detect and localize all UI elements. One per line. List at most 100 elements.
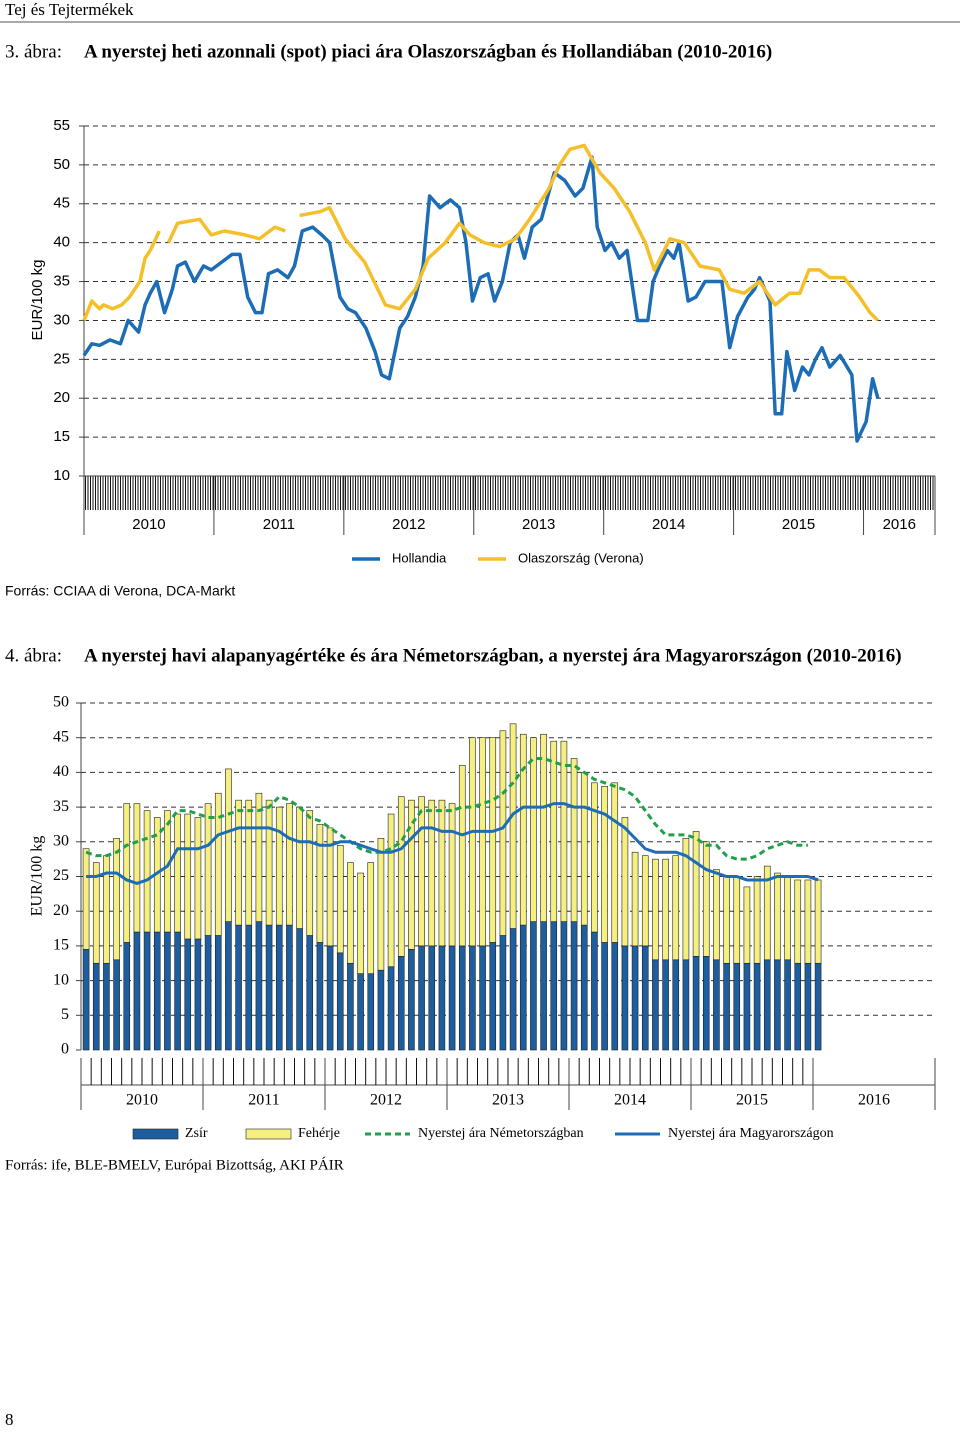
bar-segment (601, 942, 608, 1051)
y-tick-label: 55 (53, 117, 70, 134)
bar-segment (164, 810, 171, 933)
bar-segment (357, 872, 364, 974)
bar-segment (499, 730, 507, 936)
bar-segment (540, 733, 547, 922)
bar-segment (692, 831, 700, 957)
bar-segment (275, 924, 283, 1051)
bar-segment (397, 796, 405, 957)
bar-segment (723, 876, 730, 964)
bar-segment (804, 962, 812, 1051)
bar-segment (540, 921, 547, 1051)
y-tick-label: 30 (53, 832, 69, 849)
figure-label: 4. ábra: (5, 645, 62, 666)
bar-segment (570, 758, 578, 922)
y-tick-label: 20 (53, 389, 70, 406)
bar-segment (296, 806, 303, 929)
price-line (85, 757, 808, 861)
y-tick-label: 30 (53, 311, 70, 328)
bar-segment (336, 952, 344, 1051)
figure-label: 3. ábra: (5, 41, 62, 62)
bar-segment (672, 959, 680, 1051)
y-tick-label: 10 (53, 467, 70, 484)
y-tick-label: 35 (53, 273, 70, 290)
bar-segment (652, 959, 659, 1051)
bar-segment (743, 962, 751, 1051)
legend-swatch (132, 1128, 179, 1140)
bar-segment (194, 938, 202, 1051)
x-tick-label: 2013 (522, 516, 555, 533)
bar-segment (814, 962, 822, 1051)
bar-segment (570, 921, 578, 1051)
bar-segment (448, 945, 456, 1051)
bar-segment (265, 799, 273, 926)
bar-segment (367, 862, 375, 974)
y-tick-label: 0 (61, 1041, 69, 1058)
bar-segment (723, 962, 730, 1051)
legend-swatch (245, 1128, 292, 1140)
x-tick-label: 2015 (782, 516, 815, 533)
bar-segment (580, 924, 588, 1051)
bar-segment (763, 959, 771, 1051)
legend-label: Nyerstej ára Németországban (418, 1126, 584, 1141)
x-tick-label: 2012 (370, 1092, 402, 1109)
bar-segment (316, 942, 324, 1051)
bar-segment (326, 827, 334, 947)
bar-segment (530, 921, 537, 1051)
bar-segment (428, 799, 436, 947)
x-tick-label: 2014 (614, 1092, 646, 1109)
y-tick-label: 25 (53, 867, 69, 884)
bar-segment (316, 824, 324, 943)
legend-label: Nyerstej ára Magyarországon (668, 1126, 834, 1141)
bar-segment (174, 813, 181, 933)
bar-segment (438, 945, 446, 1051)
bar-segment (377, 838, 385, 971)
bar-segment (804, 879, 812, 964)
bar-segment (580, 772, 588, 926)
y-tick-label: 40 (53, 763, 69, 780)
bar-segment (621, 817, 629, 947)
bar-segment (448, 803, 456, 947)
bar-segment (591, 931, 598, 1051)
header-title: Tej és Tejtermékek (5, 0, 134, 19)
bar-segment (92, 862, 100, 964)
bar-segment (357, 973, 364, 1051)
bar-segment (702, 956, 710, 1051)
x-tick-label: 2011 (263, 516, 295, 533)
bar-segment (326, 945, 334, 1051)
bar-segment (479, 945, 486, 1051)
price-line (82, 143, 880, 322)
bar-segment (347, 862, 354, 964)
bar-segment (133, 803, 141, 933)
y-tick-label: 15 (53, 937, 69, 954)
bar-segment (784, 959, 791, 1051)
x-tick-label: 2010 (126, 1092, 158, 1109)
bar-segment (682, 838, 690, 961)
bar-segment (601, 785, 608, 943)
bar-segment (164, 931, 171, 1051)
bar-segment (509, 723, 517, 929)
bar-segment (387, 813, 395, 968)
bar-segment (123, 803, 131, 943)
bar-segment (143, 810, 151, 933)
bar-segment (519, 733, 527, 926)
bar-segment (113, 959, 120, 1051)
bar-segment (336, 844, 344, 954)
y-tick-label: 45 (53, 195, 70, 212)
bar-segment (235, 799, 242, 926)
bar-segment (428, 945, 436, 1051)
bar-segment (306, 810, 314, 936)
bar-segment (286, 803, 293, 926)
x-tick-label: 2016 (858, 1092, 890, 1109)
legend-label: Fehérje (298, 1126, 340, 1141)
bar-segment (794, 879, 802, 964)
bar-segment (174, 931, 181, 1051)
bar-segment (662, 959, 669, 1051)
bar-segment (286, 924, 293, 1051)
figure-title: A nyerstej heti azonnali (spot) piaci ár… (84, 41, 772, 62)
bar-segment (255, 792, 263, 922)
bar-segment (733, 962, 741, 1051)
bar-segment (103, 962, 110, 1051)
y-tick-label: 45 (53, 728, 69, 745)
week-ticks (84, 476, 935, 510)
bar-segment (713, 869, 720, 961)
